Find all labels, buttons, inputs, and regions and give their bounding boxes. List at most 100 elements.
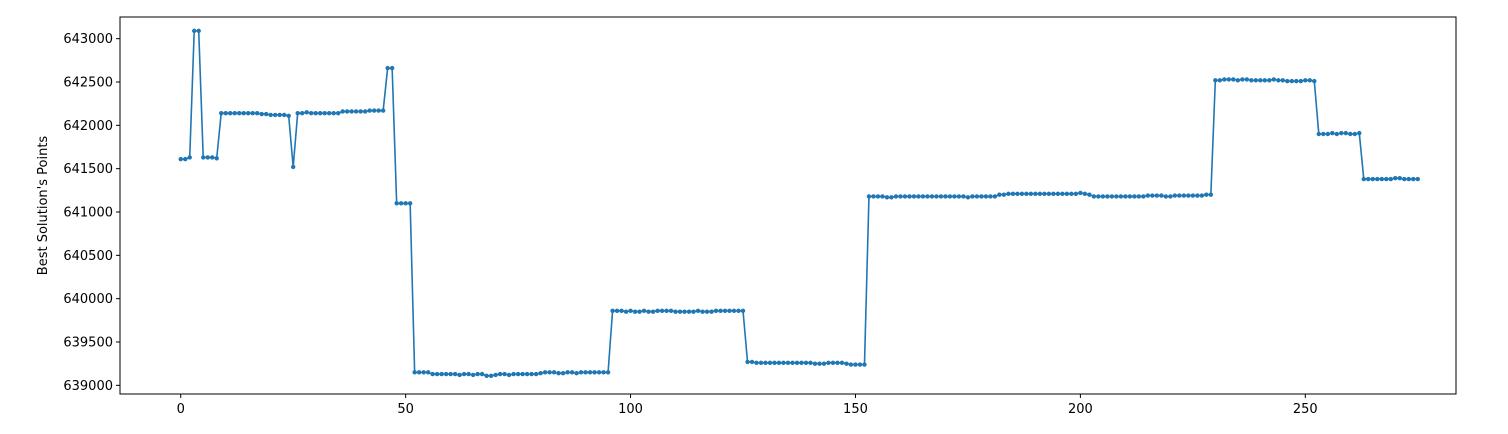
axis-layer: 0 50 100 150 200 250 639000 639500 640000 640500 6… [63, 32, 1317, 417]
data-point [205, 155, 210, 160]
data-point [754, 360, 759, 365]
data-point [183, 156, 188, 162]
data-point [952, 194, 957, 199]
data-point [1006, 191, 1011, 196]
data-point [803, 360, 809, 365]
data-point [1051, 191, 1056, 196]
data-point [1271, 77, 1277, 82]
data-point [1010, 191, 1016, 196]
data-point [1136, 194, 1142, 199]
data-point [1105, 194, 1110, 199]
data-point [871, 194, 876, 199]
data-point [637, 309, 642, 314]
data-point [844, 361, 849, 366]
data-point [713, 308, 719, 313]
data-point [857, 362, 863, 367]
x-tick-label: 200 [1068, 402, 1093, 417]
data-point [569, 370, 575, 375]
data-point [1411, 176, 1416, 182]
data-point [340, 109, 345, 114]
data-point [475, 371, 480, 377]
data-point [632, 309, 638, 314]
y-tick-label: 639500 [63, 336, 113, 351]
data-point [1321, 131, 1326, 137]
data-point [619, 308, 624, 313]
data-point [515, 371, 521, 377]
data-point [443, 371, 449, 377]
data-point [299, 111, 305, 116]
data-point [781, 360, 786, 365]
data-point [529, 371, 534, 377]
data-point [1028, 191, 1034, 196]
data-point [547, 370, 552, 375]
data-point [524, 371, 530, 377]
data-point [1087, 192, 1092, 197]
data-point [776, 360, 782, 365]
data-point [255, 111, 260, 116]
data-point [1312, 78, 1317, 84]
data-point [1172, 193, 1178, 198]
data-point [677, 309, 683, 314]
data-point [1019, 191, 1025, 196]
data-point [371, 108, 377, 113]
data-point [1141, 194, 1146, 199]
data-point [961, 194, 966, 199]
data-point [466, 371, 471, 377]
data-point [479, 371, 485, 377]
data-point [920, 194, 926, 199]
data-point [533, 371, 539, 377]
data-point [1280, 78, 1286, 83]
data-point [358, 109, 363, 114]
data-point [1244, 77, 1250, 82]
data-point [313, 111, 318, 116]
data-point [425, 370, 431, 375]
data-point [461, 371, 467, 377]
data-point [1123, 194, 1128, 199]
data-point [376, 108, 381, 113]
data-point [448, 371, 453, 377]
data-point [246, 111, 251, 116]
data-point [1235, 78, 1241, 83]
data-point [893, 194, 899, 199]
data-point [736, 308, 741, 313]
data-point [988, 194, 993, 199]
data-point [1168, 194, 1173, 199]
data-point [1001, 192, 1007, 197]
data-point [403, 201, 408, 206]
data-point [970, 194, 975, 199]
data-point [821, 361, 827, 366]
data-point [322, 111, 327, 116]
data-point [259, 111, 264, 117]
data-point [1163, 194, 1169, 199]
data-point [956, 194, 962, 199]
y-tick-label: 643000 [63, 32, 113, 47]
data-point [794, 360, 800, 365]
data-point [304, 110, 309, 115]
data-point [1415, 176, 1420, 182]
data-point [1186, 193, 1191, 198]
data-point [277, 112, 282, 118]
data-point [511, 371, 516, 377]
data-point [556, 371, 561, 376]
data-point [655, 308, 660, 313]
data-point [911, 194, 917, 199]
data-point [1078, 190, 1083, 196]
data-point [974, 194, 980, 199]
data-point [286, 113, 291, 119]
data-point [1352, 131, 1357, 137]
data-point [398, 201, 404, 206]
data-point [551, 370, 557, 375]
data-point [1253, 78, 1259, 83]
data-point [659, 308, 665, 313]
data-point [367, 108, 372, 113]
data-point [902, 194, 908, 199]
data-point [232, 111, 237, 116]
data-point [484, 373, 489, 378]
data-point [214, 156, 219, 161]
data-point [763, 360, 768, 365]
data-point [210, 155, 215, 160]
y-tick-label: 642500 [63, 76, 113, 91]
data-point [1258, 78, 1263, 83]
y-axis-label: Best Solution's Points [36, 136, 51, 276]
